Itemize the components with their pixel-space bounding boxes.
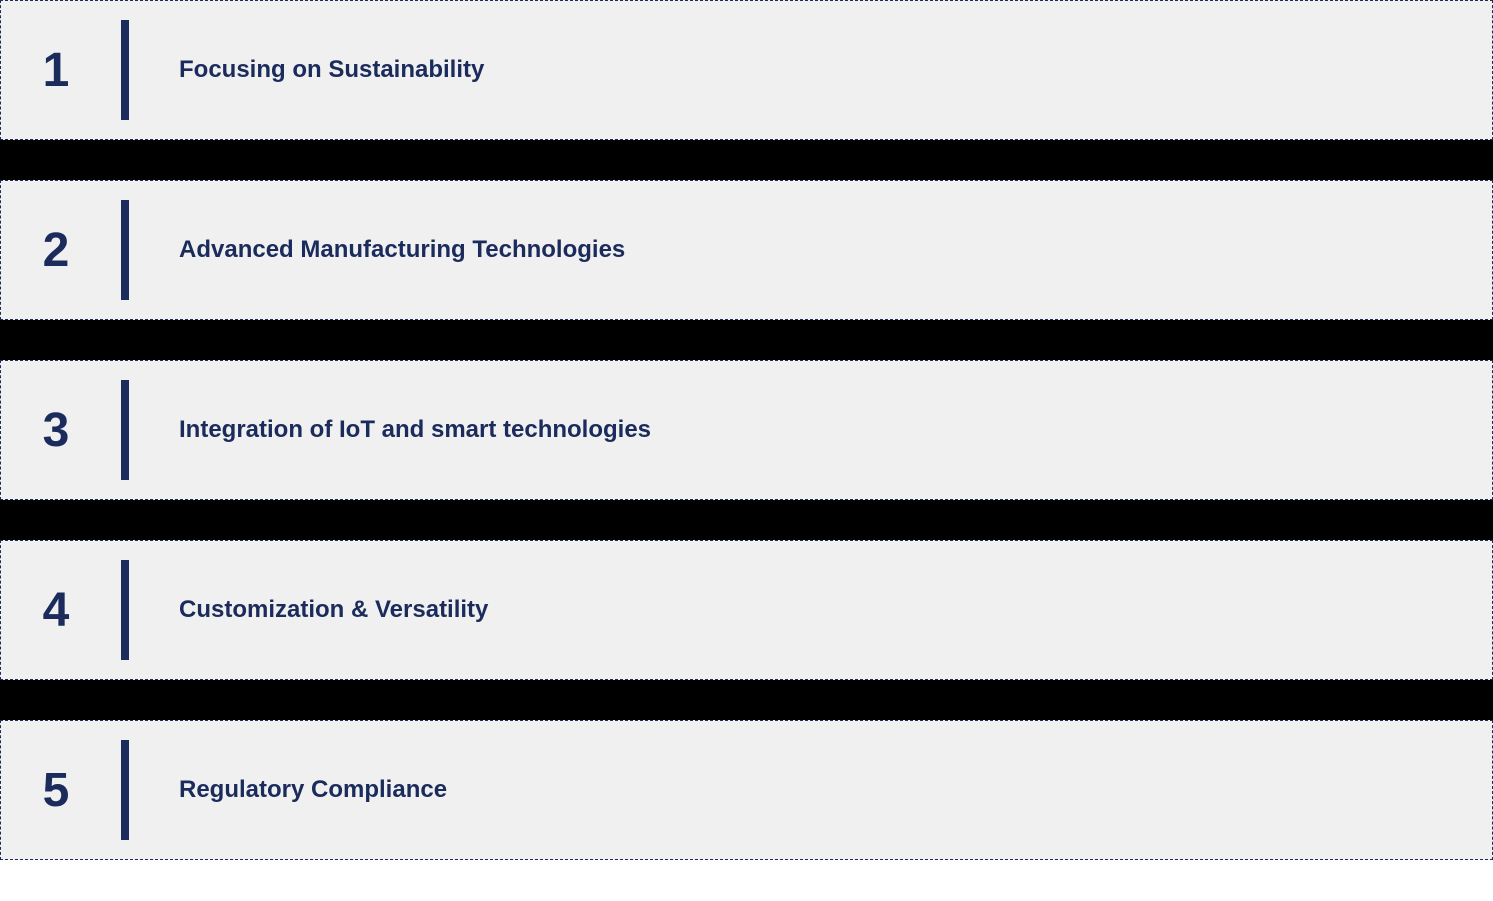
vertical-divider <box>121 380 129 480</box>
item-number: 2 <box>1 223 111 278</box>
item-label: Advanced Manufacturing Technologies <box>129 236 1492 264</box>
item-number: 1 <box>1 43 111 98</box>
vertical-divider <box>121 200 129 300</box>
item-label: Integration of IoT and smart technologie… <box>129 416 1492 444</box>
item-number: 4 <box>1 583 111 638</box>
vertical-divider <box>121 20 129 120</box>
list-item: 4 Customization & Versatility <box>0 540 1493 680</box>
numbered-list: 1 Focusing on Sustainability 2 Advanced … <box>0 0 1493 860</box>
row-separator <box>0 320 1493 360</box>
list-item: 5 Regulatory Compliance <box>0 720 1493 860</box>
vertical-divider <box>121 740 129 840</box>
item-number: 5 <box>1 763 111 818</box>
item-label: Focusing on Sustainability <box>129 56 1492 84</box>
list-item: 2 Advanced Manufacturing Technologies <box>0 180 1493 320</box>
row-separator <box>0 680 1493 720</box>
row-separator <box>0 140 1493 180</box>
item-number: 3 <box>1 403 111 458</box>
item-label: Customization & Versatility <box>129 596 1492 624</box>
vertical-divider <box>121 560 129 660</box>
row-separator <box>0 500 1493 540</box>
list-item: 3 Integration of IoT and smart technolog… <box>0 360 1493 500</box>
item-label: Regulatory Compliance <box>129 776 1492 804</box>
list-item: 1 Focusing on Sustainability <box>0 0 1493 140</box>
